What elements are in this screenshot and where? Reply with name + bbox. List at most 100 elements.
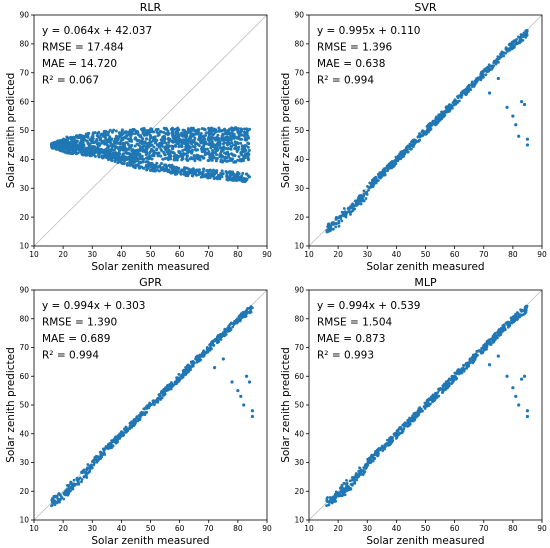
data-point (145, 145, 149, 149)
data-point (409, 143, 413, 147)
data-point (239, 177, 243, 181)
data-point (58, 149, 62, 153)
data-point (247, 175, 251, 179)
data-point (110, 144, 114, 148)
data-point (192, 361, 196, 364)
data-point (474, 78, 478, 81)
x-tick-label: 60 (175, 250, 185, 259)
data-point (155, 151, 159, 155)
outlier-point (511, 386, 515, 390)
data-point (160, 140, 164, 144)
data-point (331, 222, 335, 225)
data-point (220, 129, 224, 133)
data-point (86, 147, 90, 151)
data-point (236, 158, 240, 162)
data-point (166, 131, 170, 135)
data-point (131, 151, 135, 155)
data-point (173, 168, 177, 172)
data-point (402, 154, 405, 158)
data-point (118, 133, 122, 137)
data-point (231, 157, 235, 161)
data-point (438, 116, 442, 120)
data-point (152, 154, 156, 158)
data-point (187, 137, 191, 141)
data-point (170, 167, 174, 171)
data-point (232, 322, 236, 325)
data-point (211, 149, 215, 153)
data-point (162, 131, 166, 135)
data-point (167, 387, 170, 391)
data-point (430, 397, 434, 401)
data-point (201, 145, 205, 149)
data-point (65, 135, 69, 139)
data-point (337, 221, 341, 225)
data-point (127, 147, 131, 151)
data-point (85, 466, 89, 470)
data-point (244, 314, 248, 318)
panel-gpr: 10 20 30 40 50 60 70 80 90 10 20 30 40 50 60 70 80 90 GPR S… (5, 276, 272, 547)
outlier-point (250, 414, 255, 419)
data-point (241, 171, 245, 175)
data-point (144, 153, 148, 157)
data-point (484, 345, 487, 349)
data-point (239, 129, 243, 133)
data-point (115, 440, 119, 444)
data-point (390, 166, 394, 170)
data-point (237, 172, 241, 176)
data-point (338, 486, 342, 490)
data-point (167, 164, 171, 168)
data-point (384, 166, 388, 170)
data-point (455, 100, 459, 103)
data-point (163, 392, 167, 396)
data-point (507, 47, 511, 51)
data-point (225, 174, 229, 178)
outlier-point (212, 366, 217, 370)
data-point (108, 135, 112, 139)
data-point (143, 411, 147, 415)
x-tick-label: 40 (117, 524, 127, 533)
data-point (149, 165, 153, 169)
data-point (340, 219, 344, 223)
data-point (440, 110, 443, 114)
data-point (383, 447, 387, 451)
data-point (511, 40, 515, 44)
data-point (381, 171, 385, 174)
data-point (215, 145, 219, 149)
data-point (110, 147, 114, 151)
data-point (137, 153, 141, 157)
data-point (411, 414, 414, 418)
y-tick-label: 90 (19, 286, 29, 295)
data-point (99, 149, 103, 153)
y-axis-label: Solar zenith predicted (280, 73, 292, 189)
outlier-point (230, 380, 234, 384)
y-tick-label: 30 (19, 184, 29, 193)
x-tick-label: 10 (29, 250, 39, 259)
data-point (240, 314, 244, 318)
data-point (97, 152, 101, 156)
x-axis-label: Solar zenith measured (366, 261, 484, 273)
data-point (399, 427, 403, 431)
y-tick-label: 80 (294, 40, 304, 49)
data-point (175, 167, 179, 171)
data-point (207, 348, 211, 351)
data-point (496, 330, 500, 334)
data-point (131, 163, 135, 167)
y-tick-label: 90 (294, 11, 304, 20)
data-point (337, 224, 341, 228)
x-tick-label: 90 (537, 250, 547, 259)
y-tick-label: 50 (294, 126, 304, 135)
data-point (136, 133, 140, 137)
data-point (202, 167, 206, 171)
x-axis-label: Solar zenith measured (91, 261, 209, 273)
data-point (67, 484, 71, 487)
data-point (158, 164, 162, 168)
data-point (396, 433, 400, 437)
data-point (479, 72, 483, 76)
data-point (213, 169, 217, 173)
data-point (171, 130, 175, 134)
data-point (211, 133, 215, 137)
data-point (427, 397, 431, 401)
data-point (504, 46, 508, 49)
data-point (183, 152, 187, 156)
data-point (159, 166, 163, 170)
